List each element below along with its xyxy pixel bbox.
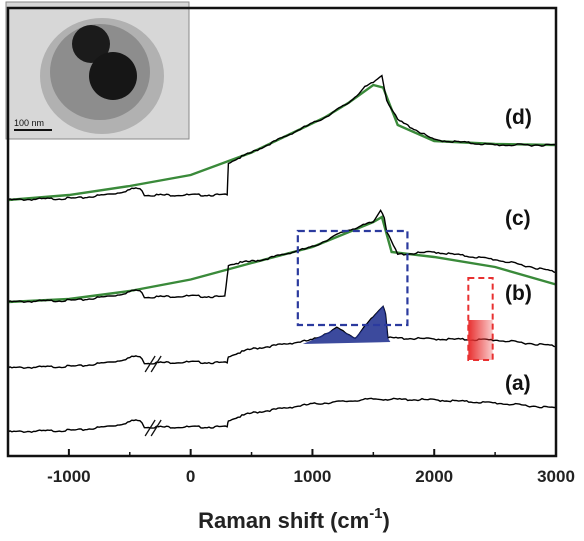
x-tick-label-1: 0: [186, 467, 195, 486]
peak-fill-blue: [302, 305, 391, 344]
x-axis-title: Raman shift (cm-1): [198, 505, 390, 533]
highlight-box-blue: [296, 229, 409, 327]
fit-line-2: [7, 215, 557, 304]
x-tick-label-3: 2000: [415, 467, 453, 486]
spectrum-line-3: [7, 74, 557, 202]
highlight-boxes: [296, 229, 494, 361]
spectrum-line-1: [7, 305, 557, 370]
x-tick-label-0: -1000: [47, 467, 90, 486]
spectrum-line-0: [7, 397, 557, 434]
curve-label-2: (c): [505, 207, 531, 230]
x-tick-label-4: 3000: [537, 467, 575, 486]
curve-label-0: (a): [505, 372, 531, 395]
curve-label-1: (b): [505, 282, 532, 305]
x-axis-paren-close: ): [383, 508, 390, 533]
spectrum-line-2: [7, 209, 557, 304]
axis-break-0: [144, 419, 162, 437]
spectra-group: [7, 74, 557, 437]
x-axis-unit-exponent: -1: [369, 505, 382, 522]
peak-fill-red: [468, 320, 493, 360]
x-axis-unit: cm: [337, 508, 369, 533]
particle-core-large: [89, 52, 137, 100]
curve-labels: (a) (b) (c) (d): [505, 106, 532, 395]
highlight-box-red: [467, 277, 494, 361]
axis-break-1: [144, 355, 162, 373]
plot-frame: [6, 6, 558, 458]
x-axis-paren-open: (: [330, 508, 338, 533]
scale-bar-label: 100 nm: [14, 118, 44, 128]
particle-core-small: [72, 25, 110, 63]
x-axis-label: Raman shift: [198, 508, 325, 533]
x-axis-ticks: -1000 0 1000 2000 3000: [7, 449, 575, 486]
x-tick-label-2: 1000: [294, 467, 332, 486]
curve-label-3: (d): [505, 106, 532, 129]
tem-inset: 100 nm: [5, 1, 190, 140]
